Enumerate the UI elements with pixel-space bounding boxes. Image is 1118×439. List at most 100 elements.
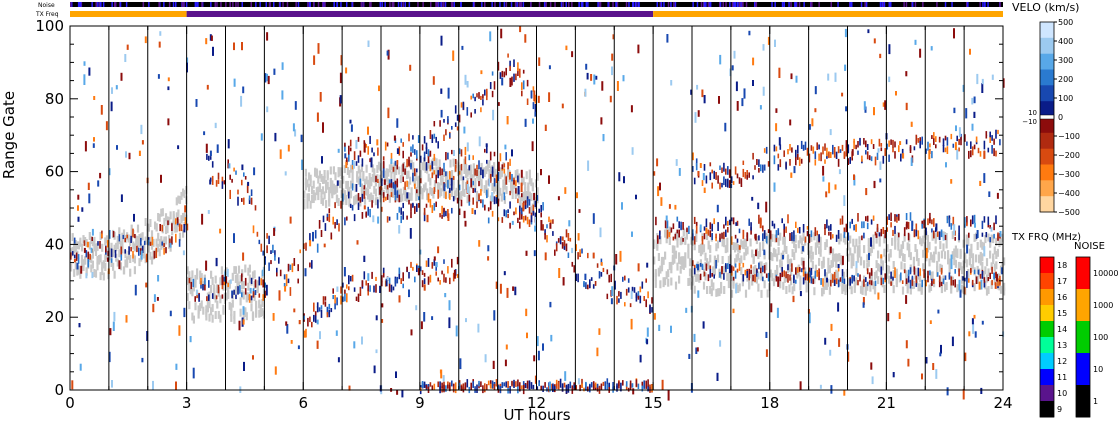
scatter-cell bbox=[859, 137, 861, 146]
scatter-cell bbox=[101, 261, 104, 270]
scatter-cell bbox=[866, 281, 869, 287]
scatter-cell bbox=[961, 284, 964, 293]
scatter-cell bbox=[77, 241, 80, 250]
scatter-cell bbox=[703, 233, 706, 240]
scatter-cell bbox=[399, 194, 402, 203]
noise-strip-cell bbox=[481, 2, 483, 7]
scatter-cell bbox=[241, 164, 244, 171]
scatter-cell bbox=[822, 286, 825, 295]
scatter-cell bbox=[657, 235, 659, 244]
scatter-cell bbox=[349, 147, 352, 152]
scatter-cell bbox=[394, 160, 397, 166]
scatter-cell bbox=[493, 185, 496, 194]
scatter-cell bbox=[516, 188, 519, 197]
scatter-cell bbox=[429, 165, 432, 172]
scatter-cell bbox=[843, 151, 846, 158]
scatter-cell bbox=[711, 233, 713, 240]
scatter-cell bbox=[493, 310, 496, 321]
scatter-cell bbox=[421, 162, 424, 171]
scatter-cell bbox=[542, 343, 544, 351]
scatter-cell bbox=[357, 176, 360, 185]
scatter-cell bbox=[348, 186, 351, 195]
scatter-cell bbox=[911, 278, 914, 286]
noise-strip-cell bbox=[450, 2, 453, 7]
scatter-cell bbox=[460, 199, 463, 207]
scatter-cell bbox=[94, 243, 98, 252]
scatter-cell bbox=[735, 283, 738, 294]
scatter-cell bbox=[721, 238, 724, 247]
scatter-cell bbox=[219, 228, 222, 234]
scatter-cell bbox=[120, 254, 123, 261]
scatter-cell bbox=[533, 193, 536, 201]
scatter-cell bbox=[742, 160, 745, 165]
scatter-cell bbox=[416, 168, 418, 173]
noise-strip-cell bbox=[881, 2, 883, 7]
scatter-cell bbox=[160, 236, 163, 245]
scatter-cell bbox=[843, 195, 846, 206]
scatter-cell bbox=[91, 260, 94, 269]
scatter-cell bbox=[611, 66, 613, 76]
txfreq-strip-segment bbox=[70, 11, 187, 17]
scatter-cell bbox=[203, 131, 206, 136]
scatter-cell bbox=[374, 188, 377, 197]
scatter-cell bbox=[240, 95, 243, 107]
scatter-cell bbox=[255, 309, 258, 318]
scatter-cell bbox=[419, 178, 422, 184]
scatter-cell bbox=[435, 201, 437, 207]
scatter-cell bbox=[444, 172, 447, 181]
scatter-cell bbox=[682, 222, 684, 230]
scatter-cell bbox=[687, 250, 690, 259]
scatter-cell bbox=[909, 286, 912, 295]
scatter-cell bbox=[900, 272, 902, 281]
scatter-cell bbox=[936, 272, 939, 277]
scatter-cell bbox=[952, 216, 955, 226]
scatter-cell bbox=[646, 327, 649, 337]
scatter-cell bbox=[829, 129, 832, 136]
scatter-cell bbox=[754, 233, 757, 241]
scatter-cell bbox=[79, 238, 82, 247]
scatter-cell bbox=[505, 210, 507, 218]
scatter-cell bbox=[752, 266, 755, 275]
scatter-cell bbox=[907, 274, 910, 283]
scatter-cell bbox=[210, 307, 213, 316]
scatter-cell bbox=[671, 256, 674, 265]
scatter-cell bbox=[447, 87, 450, 99]
scatter-cell bbox=[630, 290, 633, 299]
scatter-cell bbox=[410, 203, 412, 212]
noise-tick-label: 100 bbox=[1093, 333, 1108, 342]
scatter-cell bbox=[665, 215, 668, 222]
scatter-cell bbox=[406, 158, 408, 168]
scatter-cell bbox=[437, 182, 440, 190]
scatter-cell bbox=[387, 188, 390, 197]
scatter-cell bbox=[509, 60, 511, 67]
scatter-cell bbox=[405, 171, 409, 180]
scatter-cell bbox=[905, 139, 908, 145]
scatter-cell bbox=[199, 270, 202, 279]
scatter-cell bbox=[184, 217, 187, 226]
scatter-cell bbox=[748, 274, 750, 281]
scatter-cell bbox=[449, 170, 451, 180]
scatter-cell bbox=[241, 198, 243, 202]
scatter-cell bbox=[93, 96, 96, 100]
scatter-cell bbox=[491, 380, 494, 389]
scatter-cell bbox=[180, 224, 183, 232]
noise-strip-cell bbox=[384, 2, 386, 7]
scatter-cell bbox=[398, 270, 401, 280]
scatter-cell bbox=[738, 177, 741, 184]
scatter-cell bbox=[455, 188, 458, 197]
scatter-cell bbox=[254, 279, 257, 288]
scatter-cell bbox=[536, 195, 539, 201]
scatter-cell bbox=[797, 153, 799, 160]
scatter-cell bbox=[865, 277, 867, 283]
scatter-cell bbox=[999, 265, 1003, 274]
scatter-cell bbox=[769, 238, 772, 247]
scatter-cell bbox=[362, 171, 365, 179]
scatter-cell bbox=[740, 239, 743, 248]
scatter-cell bbox=[843, 231, 846, 238]
scatter-cell bbox=[229, 174, 231, 180]
scatter-cell bbox=[466, 195, 469, 204]
scatter-cell bbox=[884, 230, 886, 239]
scatter-cell bbox=[737, 252, 740, 261]
scatter-cell bbox=[688, 353, 691, 359]
